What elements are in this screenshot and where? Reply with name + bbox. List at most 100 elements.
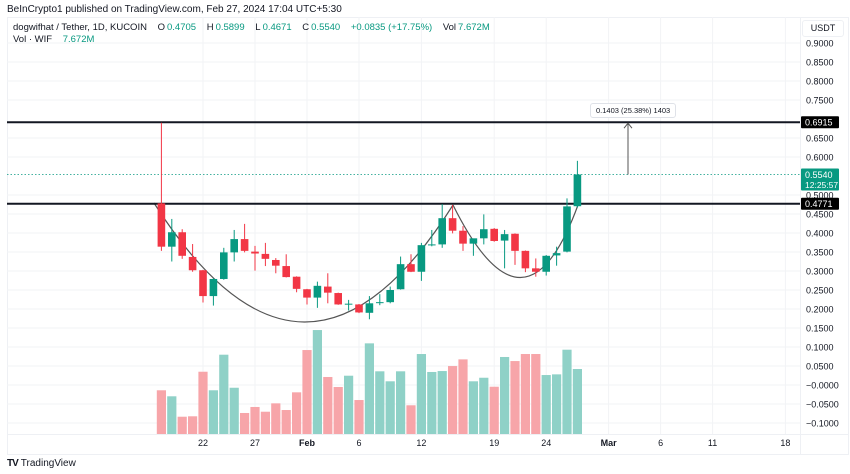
candle-body[interactable] [386, 290, 394, 303]
candle-body[interactable] [428, 244, 436, 246]
price-tick-label: 0.4000 [806, 229, 834, 239]
candles [157, 122, 582, 320]
volume-bar [219, 354, 229, 434]
candle-body[interactable] [292, 276, 301, 289]
price-tick-label: −0.0000 [806, 381, 839, 391]
volume-bar [396, 371, 406, 434]
volume-bar [458, 359, 468, 434]
candle-body[interactable] [261, 253, 270, 259]
volume-bar [510, 361, 520, 434]
candle-body[interactable] [251, 251, 259, 254]
change-value: +0.0835 (+17.75%) [350, 22, 433, 33]
volume-bars [156, 330, 582, 434]
price-tick-label: −0.1000 [806, 419, 839, 429]
candle-body[interactable] [480, 229, 488, 239]
measure-arrow[interactable] [623, 122, 633, 175]
price-tick-label: 0.3000 [806, 267, 834, 277]
open-value: 0.4705 [166, 22, 197, 33]
candle-body[interactable] [542, 255, 550, 272]
volume-bar [406, 405, 416, 434]
date-tick-label: 12 [416, 438, 426, 448]
candle-body[interactable] [344, 303, 353, 305]
candle-body[interactable] [240, 239, 249, 251]
candle-body[interactable] [313, 285, 322, 298]
candle-body[interactable] [511, 233, 519, 251]
volume-value: 7.672M [458, 22, 490, 33]
volume-bar [489, 386, 499, 434]
volume-series-label: Vol · WIF [13, 34, 53, 45]
candle-body[interactable] [220, 252, 228, 279]
candle-body[interactable] [188, 256, 197, 271]
candle-body[interactable] [324, 286, 332, 293]
volume-bar [208, 390, 218, 434]
volume-bar [562, 349, 572, 434]
volume-bar [198, 371, 208, 434]
volume-bar [177, 416, 187, 434]
cup-curve-left [153, 202, 454, 323]
price-tick-label: 0.7500 [806, 96, 834, 106]
price-tick-label: 0.5000 [806, 191, 834, 201]
candle-body[interactable] [157, 203, 166, 247]
volume-bar [156, 390, 166, 434]
time-axis: 22 27 Feb 6 12 19 24 Mar 6 11 18 [198, 438, 790, 448]
candle-body[interactable] [417, 245, 426, 272]
candle-body[interactable] [376, 302, 384, 304]
chart-frame[interactable] [7, 17, 849, 455]
candle-body[interactable] [459, 230, 467, 244]
price-tick-label: 0.8500 [806, 58, 834, 68]
chart-legend: dogwifhat / Tether, 1D, KUCOIN O 0.4705 H… [13, 22, 492, 46]
volume-bar [541, 375, 551, 434]
candle-body[interactable] [334, 293, 342, 305]
price-tick-label: 0.2500 [806, 286, 834, 296]
close-value: 0.5540 [311, 22, 341, 33]
date-tick-label: Mar [601, 438, 618, 448]
volume-bar [572, 369, 582, 434]
volume-bar [416, 354, 426, 434]
volume-bar [167, 396, 177, 434]
candle-body[interactable] [469, 238, 478, 244]
date-tick-label: 22 [198, 438, 208, 448]
candle-body[interactable] [500, 234, 509, 241]
publisher-line: BeInCrypto1 published on TradingView.com… [7, 4, 342, 15]
volume-bar [520, 354, 530, 434]
candle-body[interactable] [396, 264, 405, 290]
volume-bar [468, 381, 478, 434]
volume-series-value: 7.672M [62, 34, 95, 45]
candle-body[interactable] [552, 253, 561, 256]
candle-body[interactable] [573, 174, 582, 207]
low-value: 0.4671 [262, 22, 292, 33]
candle-body[interactable] [199, 270, 207, 297]
candle-body[interactable] [563, 206, 571, 252]
candle-body[interactable] [178, 232, 186, 256]
candle-body[interactable] [355, 304, 363, 313]
candle-body[interactable] [448, 218, 457, 231]
volume-bar [479, 377, 489, 434]
price-tick-label: 0.8000 [806, 77, 834, 87]
currency-button[interactable]: USDT [802, 20, 844, 37]
candle-body[interactable] [521, 250, 530, 269]
candle-body[interactable] [490, 228, 498, 241]
candle-body[interactable] [365, 303, 374, 313]
candle-body[interactable] [209, 278, 218, 297]
price-tick-label: 0.9000 [806, 39, 834, 49]
volume-bar [427, 371, 437, 434]
candle-body[interactable] [168, 232, 176, 247]
candle-body[interactable] [303, 289, 311, 298]
date-tick-label: Feb [299, 438, 316, 448]
volume-bar [531, 354, 541, 434]
candle-body[interactable] [272, 259, 280, 266]
volume-bar [552, 374, 562, 434]
tradingview-logo-icon: TV [7, 458, 19, 469]
candle-body[interactable] [230, 239, 238, 253]
measure-label: 0.1403 (25.38%) 1403 [590, 103, 677, 118]
price-tag [801, 168, 839, 191]
candle-body[interactable] [438, 218, 446, 245]
candle-body[interactable] [282, 266, 290, 278]
candle-body[interactable] [407, 264, 415, 272]
volume-bar [364, 343, 374, 434]
price-tick-label: 0.6000 [806, 153, 834, 163]
candle-body[interactable] [532, 268, 540, 272]
date-tick-label: 11 [708, 438, 717, 448]
